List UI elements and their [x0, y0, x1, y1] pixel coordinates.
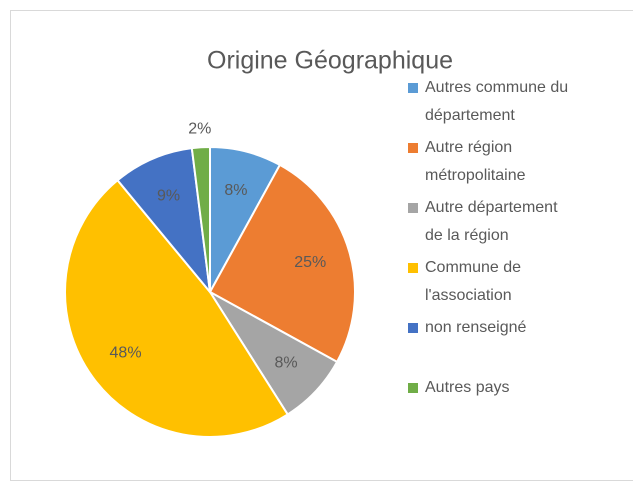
- legend-line: Autre département: [425, 199, 558, 216]
- data-label: 9%: [157, 187, 180, 204]
- data-label: 25%: [294, 254, 326, 271]
- legend-label: Autre région métropolitaine: [425, 139, 526, 184]
- legend-label: non renseigné: [425, 319, 527, 336]
- legend-swatch: [408, 383, 418, 393]
- legend-label: Autres commune du département: [425, 79, 568, 124]
- legend-line: Commune de: [425, 259, 521, 276]
- legend-label: Autre département de la région: [425, 199, 558, 244]
- legend-swatch: [408, 263, 418, 273]
- legend-swatch: [408, 83, 418, 93]
- pie-slice: [190, 145, 211, 293]
- chart-title: Origine Géographique: [207, 47, 453, 75]
- legend-line: Autres commune du: [425, 79, 568, 96]
- legend-label: Autres pays: [425, 379, 509, 396]
- legend-label: Commune de l'association: [425, 259, 521, 304]
- legend-line: métropolitaine: [425, 167, 526, 184]
- legend-line: l'association: [425, 287, 512, 304]
- pie-slice: [208, 163, 356, 364]
- legend-line: Autres pays: [425, 379, 509, 396]
- legend-swatch: [408, 143, 418, 153]
- legend-swatch: [408, 323, 418, 333]
- legend-line: non renseigné: [425, 319, 527, 336]
- legend-line: département: [425, 107, 515, 124]
- legend-line: de la région: [425, 227, 509, 244]
- legend-swatch: [408, 203, 418, 213]
- pie-slice: [116, 147, 212, 296]
- data-label: 48%: [110, 345, 142, 362]
- pie-slice: [64, 178, 290, 438]
- data-label: 2%: [188, 121, 211, 138]
- data-label: 8%: [224, 182, 247, 199]
- legend-line: Autre région: [425, 139, 512, 156]
- data-label: 8%: [275, 355, 298, 372]
